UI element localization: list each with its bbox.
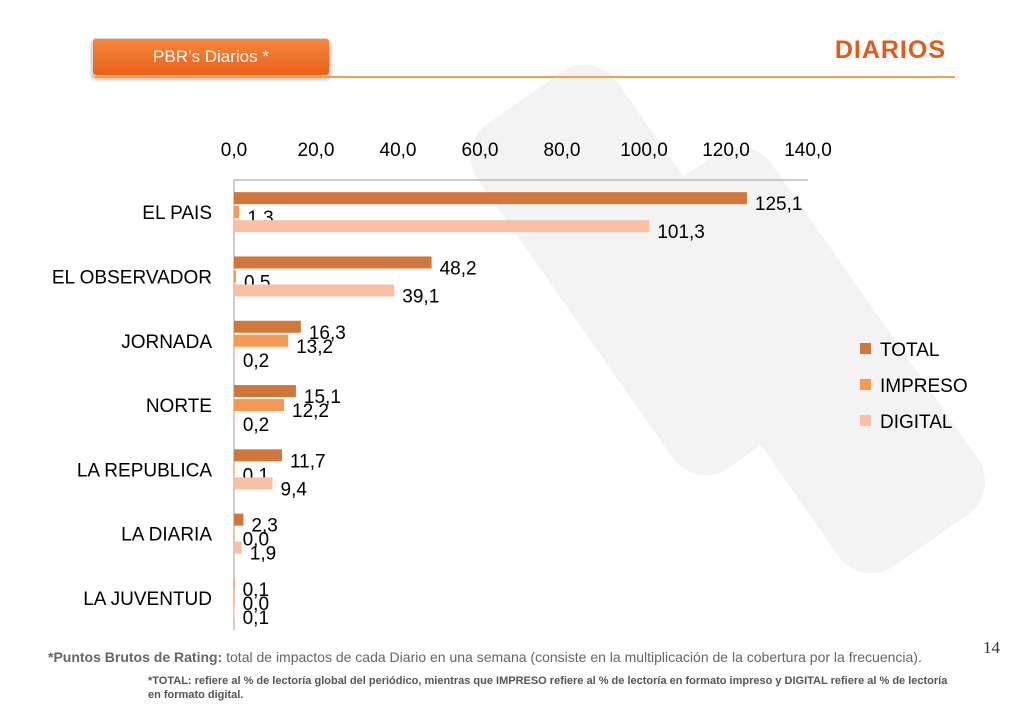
data-label: 11,7 [290, 451, 326, 472]
data-label: 13,2 [296, 337, 333, 358]
bar-impreso [234, 463, 235, 476]
x-tick-label: 140,0 [784, 140, 832, 161]
x-tick-label: 40,0 [380, 140, 417, 161]
page-title: DIARIOS [834, 36, 946, 64]
data-label: 101,3 [657, 222, 705, 243]
bar-impreso [234, 399, 285, 412]
bar-digital [234, 477, 273, 490]
category-label: LA DIARIA [121, 525, 212, 546]
bar-digital [234, 348, 235, 361]
bar-total [234, 192, 747, 205]
bar-impreso [234, 206, 240, 219]
data-label: 0,0 [243, 594, 269, 615]
x-tick-label: 100,0 [620, 140, 668, 161]
data-label: 0,2 [243, 351, 269, 372]
data-label: 125,1 [755, 194, 803, 215]
bar-impreso [234, 591, 235, 604]
bar-digital [234, 220, 650, 233]
page-number: 14 [983, 638, 1000, 657]
footnote: *Puntos Brutos de Rating: total de impac… [48, 648, 958, 666]
bar-impreso [234, 270, 237, 283]
section-tag-button[interactable]: PBR’s Diarios * [92, 38, 330, 76]
data-label: 12,2 [292, 401, 329, 422]
legend-label: DIGITAL [880, 412, 953, 433]
bar-digital [234, 605, 235, 618]
x-tick-label: 20,0 [298, 140, 335, 161]
bar-digital [234, 413, 235, 426]
category-label: JORNADA [121, 332, 212, 353]
data-label: 1,9 [250, 544, 276, 565]
footnote-text: total de impactos de cada Diario en una … [222, 649, 922, 665]
legend-swatch [860, 379, 871, 390]
bar-impreso [234, 334, 289, 347]
x-tick-label: 0,0 [221, 140, 247, 161]
bar-digital [234, 541, 242, 554]
header-divider [95, 76, 955, 78]
data-label: 15,1 [304, 387, 341, 408]
x-tick-label: 60,0 [462, 140, 499, 161]
legend-label: TOTAL [880, 340, 939, 361]
bar-total [234, 449, 282, 462]
data-label: 2,3 [251, 516, 277, 537]
data-label: 0,2 [243, 415, 269, 436]
category-label: EL PAIS [142, 203, 212, 224]
bar-total [234, 320, 301, 333]
legend-swatch [860, 415, 871, 426]
bar-total [234, 577, 235, 590]
data-label: 48,2 [440, 258, 477, 279]
x-tick-label: 120,0 [702, 140, 750, 161]
data-label: 9,4 [281, 479, 308, 500]
category-label: LA REPUBLICA [77, 460, 212, 481]
legend-label: IMPRESO [880, 376, 968, 397]
bar-total [234, 513, 244, 526]
legend-swatch [860, 343, 871, 354]
data-label: 39,1 [402, 286, 439, 307]
data-label: 0,1 [243, 608, 269, 629]
footnote-note: *TOTAL: refiere al % de lectoría global … [148, 675, 948, 701]
x-tick-label: 80,0 [544, 140, 581, 161]
footnote-bold: *Puntos Brutos de Rating: [48, 649, 223, 665]
category-label: NORTE [146, 396, 212, 417]
bar-total [234, 256, 432, 269]
category-label: LA JUVENTUD [83, 589, 212, 610]
bar-total [234, 385, 296, 398]
bar-impreso [234, 527, 235, 540]
bar-digital [234, 284, 395, 297]
data-label: 0,1 [243, 580, 269, 601]
category-label: EL OBSERVADOR [52, 267, 212, 288]
data-label: 0,0 [243, 530, 269, 551]
data-label: 16,3 [309, 323, 346, 344]
